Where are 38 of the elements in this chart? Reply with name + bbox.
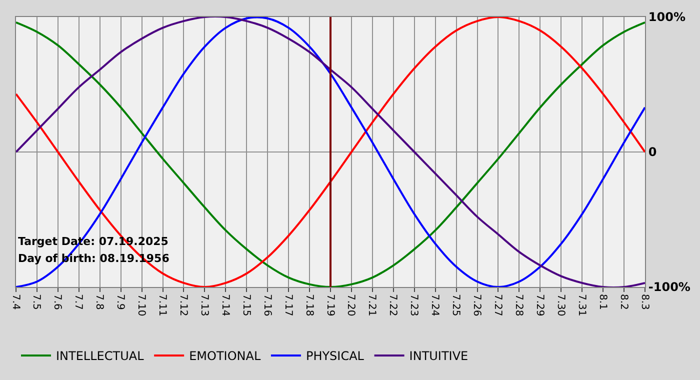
x-tick-label: 7.12 bbox=[177, 294, 188, 316]
x-tick-label: 7.25 bbox=[450, 294, 462, 316]
x-tick-label: 7.24 bbox=[429, 294, 440, 316]
x-tick-label: 7.28 bbox=[512, 294, 524, 316]
x-tick-label: 8.2 bbox=[618, 294, 629, 310]
x-tick-label: 7.7 bbox=[72, 294, 84, 310]
legend-label: INTELLECTUAL bbox=[56, 349, 144, 364]
x-tick-label: 7.14 bbox=[219, 294, 230, 316]
x-tick-label: 7.31 bbox=[576, 294, 587, 316]
x-tick-label: 7.18 bbox=[303, 294, 314, 316]
x-tick-label: 7.17 bbox=[282, 294, 294, 316]
x-tick-label: 7.6 bbox=[52, 294, 63, 310]
x-tick-label: 7.16 bbox=[261, 294, 272, 316]
x-tick-label: 7.13 bbox=[198, 294, 210, 316]
x-tick-label: 7.29 bbox=[534, 294, 545, 316]
y-tick-label: 0 bbox=[648, 145, 657, 160]
x-tick-label: 7.22 bbox=[387, 294, 398, 316]
y-tick-label: -100% bbox=[648, 280, 690, 294]
x-tick-label: 7.20 bbox=[345, 294, 356, 316]
legend-label: PHYSICAL bbox=[306, 349, 364, 364]
x-tick-label: 7.5 bbox=[30, 294, 42, 310]
x-tick-label: 7.10 bbox=[136, 294, 147, 316]
x-tick-label: 7.4 bbox=[10, 294, 21, 310]
x-tick-label: 7.15 bbox=[240, 294, 252, 316]
x-tick-label: 7.26 bbox=[471, 294, 482, 316]
x-tick-label: 7.19 bbox=[324, 294, 336, 316]
legend-label: INTUITIVE bbox=[409, 349, 468, 364]
x-tick-label: 7.9 bbox=[114, 294, 126, 310]
x-tick-label: 7.8 bbox=[94, 294, 105, 310]
x-tick-label: 8.1 bbox=[596, 294, 608, 310]
legend-label: EMOTIONAL bbox=[189, 349, 261, 364]
x-tick-label: 7.23 bbox=[408, 294, 420, 316]
x-tick-label: 7.27 bbox=[492, 294, 503, 316]
x-tick-label: 7.21 bbox=[366, 294, 378, 316]
y-tick-label: 100% bbox=[648, 10, 686, 24]
x-tick-label: 7.30 bbox=[554, 294, 566, 316]
x-tick-label: 8.3 bbox=[638, 294, 650, 310]
x-tick-label: 7.11 bbox=[156, 294, 168, 316]
